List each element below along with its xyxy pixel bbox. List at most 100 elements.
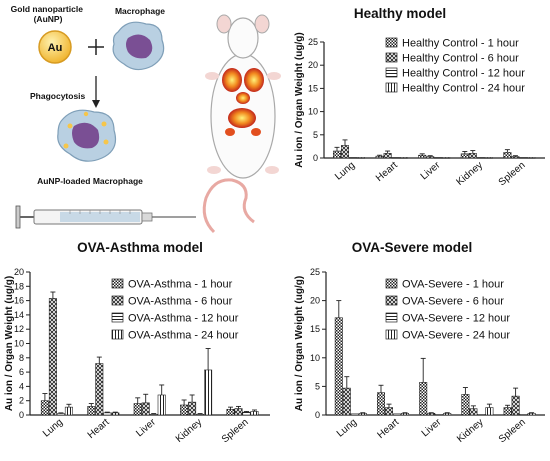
bar bbox=[443, 412, 452, 416]
bar bbox=[434, 157, 443, 159]
bar bbox=[477, 414, 486, 416]
bar bbox=[95, 363, 104, 416]
bar bbox=[519, 414, 528, 416]
mouse-icon bbox=[202, 14, 281, 234]
bar bbox=[332, 150, 341, 159]
bar bbox=[391, 157, 400, 159]
legend-swatch bbox=[385, 278, 398, 289]
y-tick-label: 25 bbox=[308, 37, 318, 47]
y-tick-label: 10 bbox=[310, 353, 320, 363]
y-axis-label: Au ion / Organ Weight (ug/g) bbox=[294, 276, 305, 411]
bar bbox=[149, 413, 158, 416]
legend-entry: OVA-Severe - 24 hour bbox=[402, 330, 510, 342]
bar bbox=[133, 403, 142, 416]
y-tick-label: 15 bbox=[310, 324, 320, 334]
bar bbox=[442, 157, 451, 159]
legend-swatch bbox=[111, 329, 124, 340]
y-tick-label: 0 bbox=[313, 153, 318, 163]
x-category-label: Liver bbox=[419, 159, 443, 182]
bar bbox=[340, 145, 349, 159]
bar bbox=[250, 411, 259, 416]
x-category-label: Spleen bbox=[497, 417, 528, 445]
bar bbox=[476, 157, 485, 159]
bar bbox=[204, 369, 213, 416]
bar bbox=[400, 412, 409, 416]
y-tick-label: 10 bbox=[14, 339, 24, 349]
x-category-label: Spleen bbox=[497, 160, 528, 188]
y-tick-label: 2 bbox=[19, 396, 24, 406]
bar bbox=[383, 153, 392, 159]
x-category-label: Kidney bbox=[174, 417, 204, 445]
bar bbox=[527, 157, 536, 159]
x-category-label: Lung bbox=[333, 160, 357, 183]
bar bbox=[399, 157, 408, 159]
legend-swatch bbox=[385, 82, 398, 93]
legend-entry: OVA-Asthma - 24 hour bbox=[128, 330, 239, 342]
bar bbox=[40, 400, 49, 416]
legend-entry: Healthy Control - 24 hour bbox=[402, 83, 525, 95]
y-tick-label: 10 bbox=[308, 107, 318, 117]
legend-swatch bbox=[385, 37, 398, 48]
bar bbox=[503, 407, 512, 416]
bar bbox=[392, 413, 401, 416]
bar bbox=[157, 394, 166, 416]
x-category-label: Heart bbox=[375, 417, 401, 441]
bar bbox=[48, 298, 57, 416]
y-tick-label: 16 bbox=[14, 296, 24, 306]
y-tick-label: 4 bbox=[19, 381, 24, 391]
chart-panel-1: Healthy model Au ion / Organ Weight (ug/g… bbox=[294, 6, 545, 188]
bar bbox=[350, 413, 359, 416]
legend-entry: OVA-Asthma - 6 hour bbox=[128, 296, 233, 308]
bar bbox=[56, 413, 65, 416]
legend-entry: Healthy Control - 1 hour bbox=[402, 38, 519, 50]
y-axis-label: Au ion / Organ Weight (ug/g) bbox=[294, 32, 305, 167]
x-category-label: Lung bbox=[41, 417, 65, 440]
bar bbox=[188, 401, 197, 416]
legend-swatch bbox=[385, 295, 398, 306]
plus-icon bbox=[88, 39, 104, 55]
bar bbox=[426, 156, 435, 159]
x-category-label: Kidney bbox=[455, 160, 485, 188]
x-category-label: Spleen bbox=[220, 417, 251, 445]
bar bbox=[461, 394, 470, 416]
chart-panel-2: OVA-Asthma model Au ion / Organ Weight (u… bbox=[4, 240, 270, 445]
y-tick-label: 18 bbox=[14, 281, 24, 291]
bar bbox=[418, 154, 427, 159]
x-category-label: Heart bbox=[86, 417, 112, 441]
chart-panel-3: OVA-Severe model Au ion / Organ Weight (u… bbox=[294, 240, 545, 445]
bar bbox=[64, 406, 73, 416]
legend-entry: OVA-Asthma - 1 hour bbox=[128, 279, 233, 291]
chart-title: OVA-Asthma model bbox=[77, 240, 203, 255]
bar bbox=[484, 157, 493, 159]
legend-swatch bbox=[385, 67, 398, 78]
bar bbox=[427, 412, 436, 416]
y-tick-label: 14 bbox=[14, 310, 24, 320]
y-tick-label: 5 bbox=[315, 381, 320, 391]
bar bbox=[234, 408, 243, 416]
macrophage-icon bbox=[112, 21, 165, 71]
legend-entry: OVA-Severe - 1 hour bbox=[402, 279, 504, 291]
y-tick-label: 8 bbox=[19, 353, 24, 363]
legend-entry: OVA-Severe - 12 hour bbox=[402, 313, 510, 325]
legend-entry: Healthy Control - 6 hour bbox=[402, 53, 519, 65]
bar bbox=[485, 407, 494, 416]
x-category-label: Liver bbox=[420, 416, 444, 439]
x-category-label: Kidney bbox=[455, 417, 485, 445]
bar bbox=[375, 155, 384, 159]
legend-swatch bbox=[385, 52, 398, 63]
bar bbox=[334, 317, 343, 416]
phagocytosis-arrow-icon bbox=[92, 76, 100, 108]
y-tick-label: 12 bbox=[14, 324, 24, 334]
bar bbox=[348, 157, 357, 159]
x-category-label: Lung bbox=[335, 417, 359, 440]
bar bbox=[511, 395, 520, 416]
bar bbox=[342, 387, 351, 416]
y-tick-label: 20 bbox=[310, 296, 320, 306]
syringe-icon bbox=[15, 205, 196, 229]
chart-title: Healthy model bbox=[354, 6, 446, 21]
gold-nanoparticle-label: Gold nanoparticle (AuNP) bbox=[11, 4, 86, 24]
bar bbox=[87, 406, 96, 416]
legend-swatch bbox=[385, 312, 398, 323]
bar bbox=[226, 408, 235, 416]
